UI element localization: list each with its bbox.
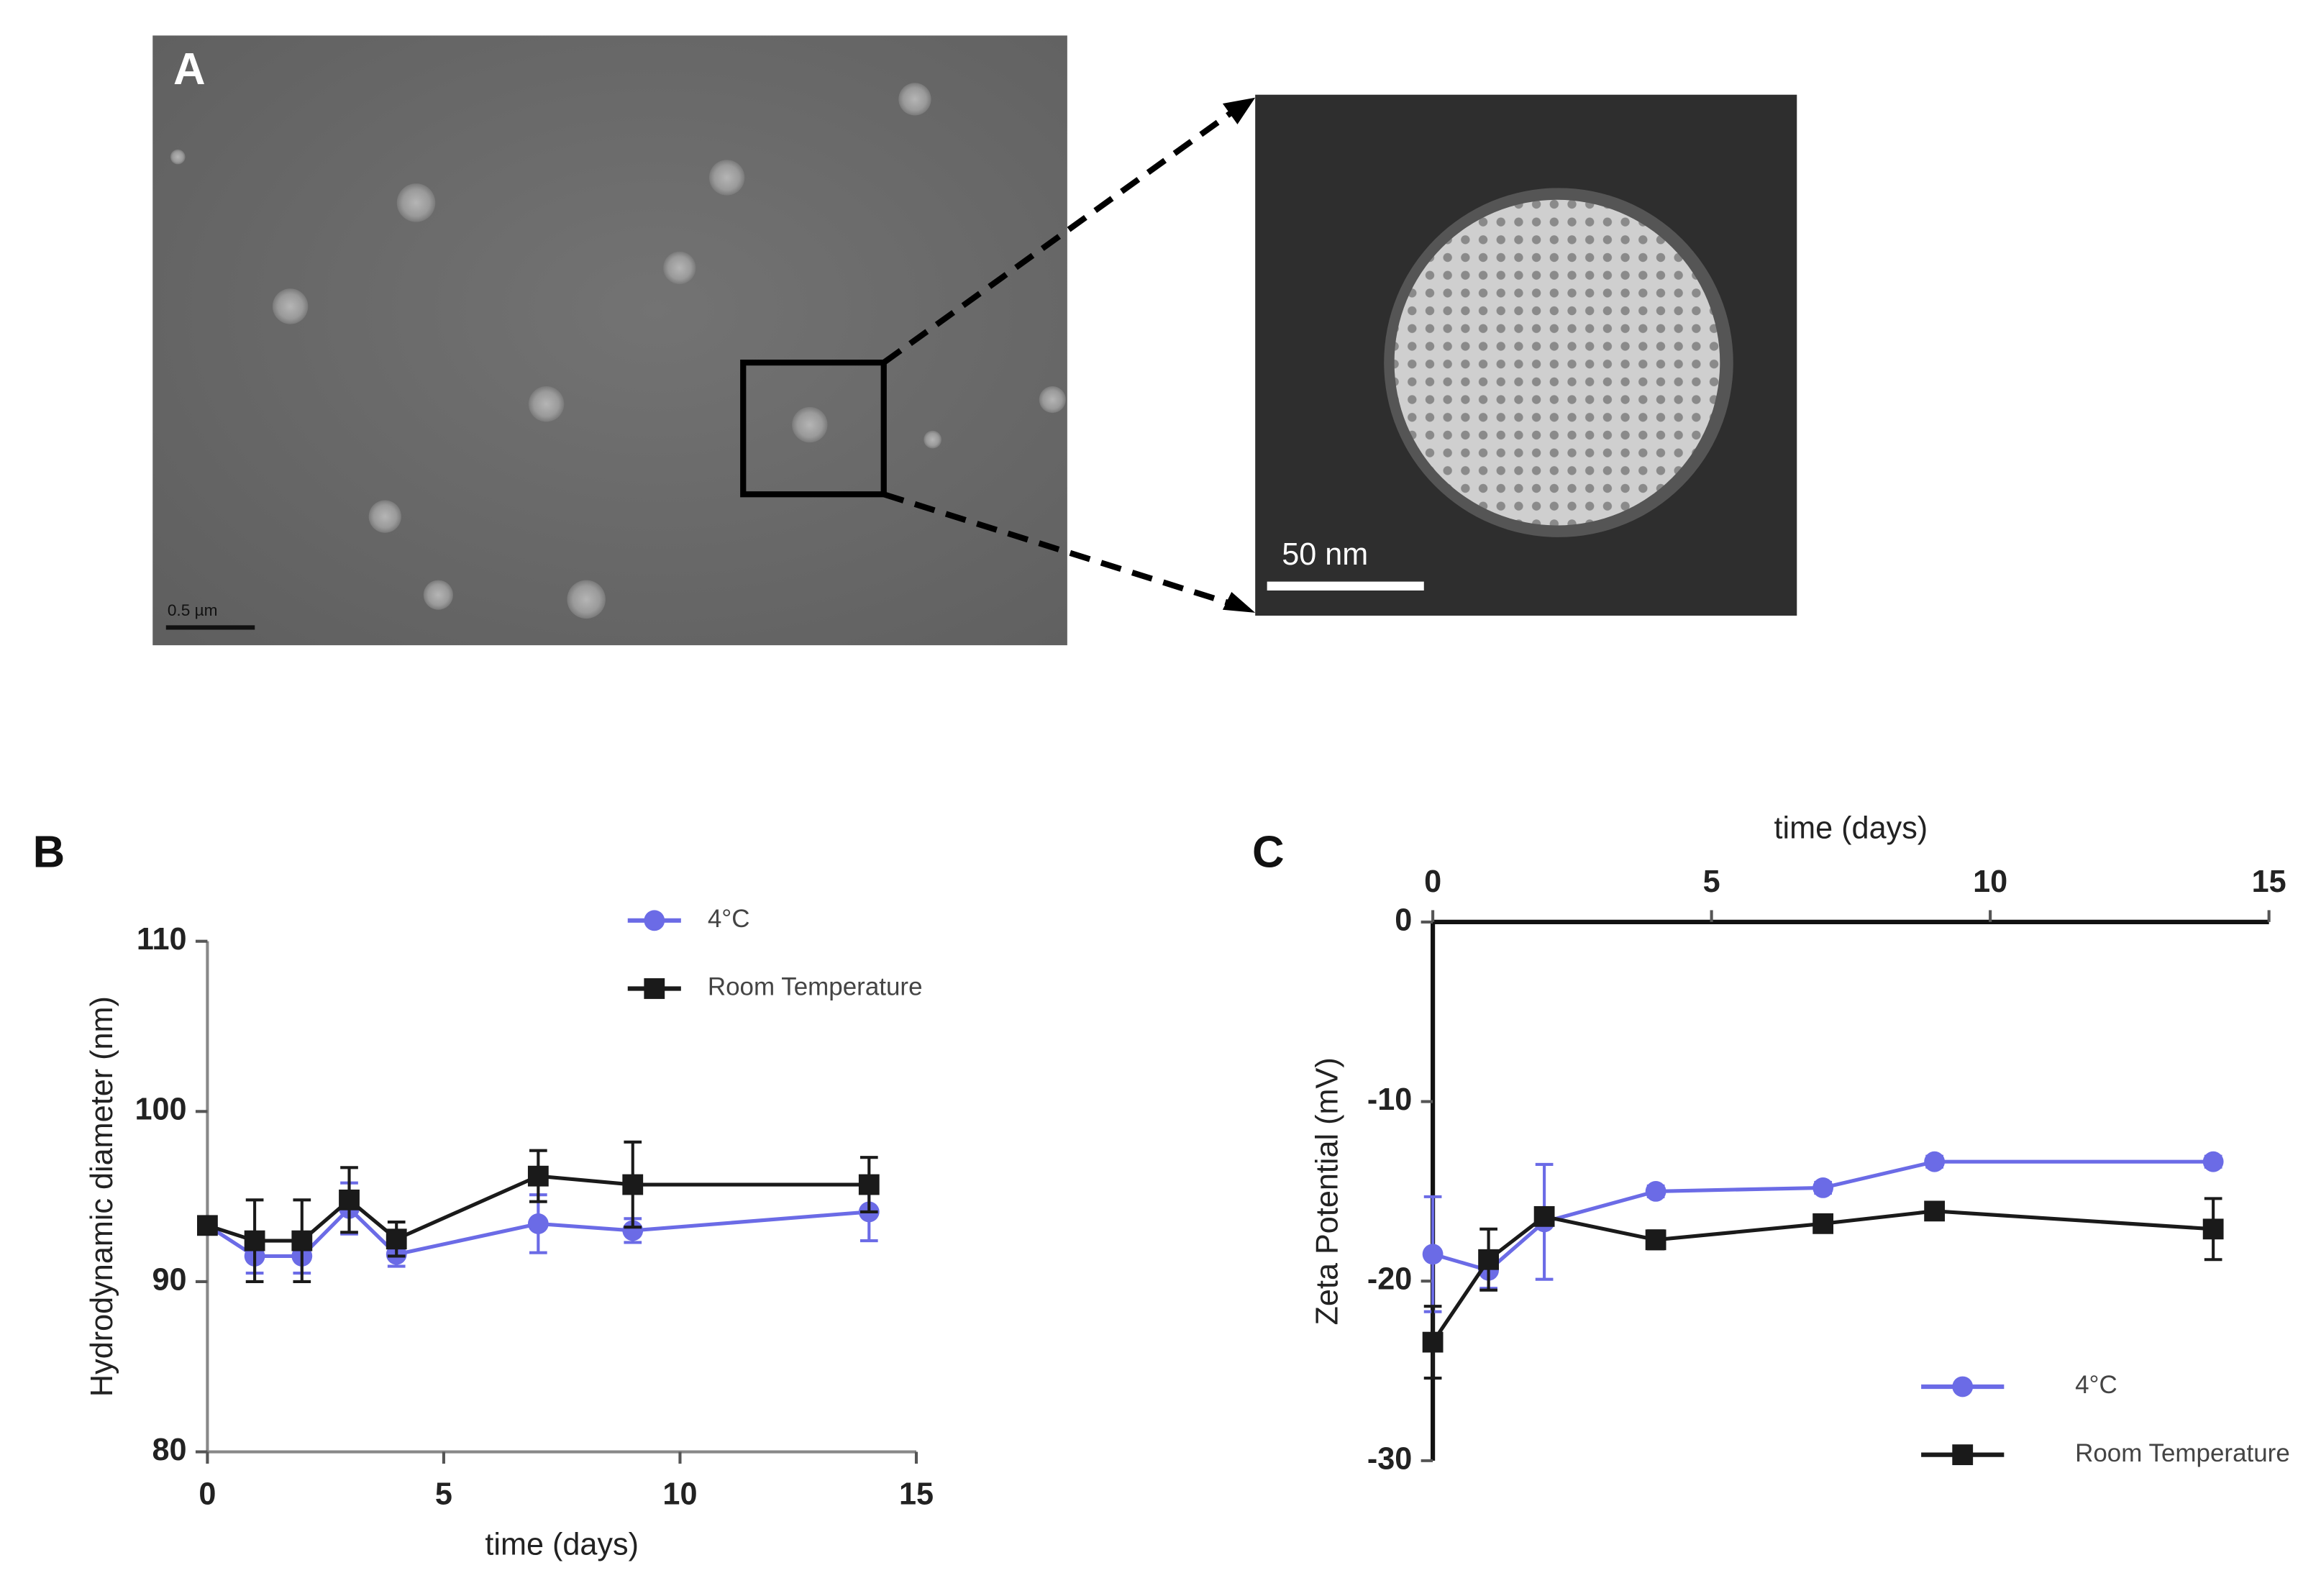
y-tick-label: 80: [152, 1433, 187, 1467]
particles: [170, 83, 1066, 619]
arrow-head: [1222, 97, 1256, 124]
marker: [2202, 1151, 2224, 1172]
legend-marker: [1952, 1376, 1974, 1397]
legend-label: 4°C: [708, 905, 750, 933]
marker: [1812, 1213, 1834, 1234]
legend-label: 4°C: [2075, 1371, 2117, 1399]
panel-label: A: [173, 45, 206, 94]
x-axis-label: time (days): [485, 1528, 639, 1562]
marker: [291, 1230, 313, 1251]
scale-bar-label: 0.5 µm: [168, 601, 218, 619]
marker: [622, 1174, 644, 1195]
y-tick-label: -30: [1367, 1441, 1412, 1476]
y-axis-label: Zeta Potential (mV): [1310, 1057, 1344, 1325]
marker: [1924, 1151, 1946, 1172]
marker: [196, 1215, 218, 1236]
marker: [1645, 1180, 1666, 1202]
y-tick-label: 110: [137, 922, 187, 957]
marker: [1422, 1244, 1444, 1265]
x-tick-label: 0: [1424, 865, 1441, 899]
legend-marker: [1952, 1444, 1974, 1466]
marker: [858, 1174, 880, 1195]
legend-marker: [644, 910, 665, 931]
x-tick-label: 5: [435, 1477, 452, 1512]
marker: [1422, 1331, 1444, 1353]
micrograph: [152, 35, 1067, 646]
marker: [339, 1189, 360, 1210]
particle: [1394, 199, 1720, 526]
marker: [386, 1228, 407, 1250]
panel-label: B: [33, 828, 65, 877]
marker: [622, 1220, 644, 1241]
scale-bar-label: 50 nm: [1282, 537, 1368, 572]
y-tick-label: -10: [1367, 1082, 1412, 1117]
legend-marker: [644, 978, 665, 999]
y-axis-label: Hydrodynamic diameter (nm): [85, 996, 119, 1397]
zoom-box: [740, 360, 887, 498]
marker: [2202, 1218, 2224, 1240]
x-tick-label: 5: [1703, 865, 1720, 899]
marker: [1924, 1200, 1946, 1222]
marker: [1478, 1249, 1500, 1270]
marker: [1812, 1177, 1834, 1198]
x-tick-label: 10: [662, 1477, 697, 1512]
zoom-arrows: [882, 110, 1234, 607]
x-tick-label: 0: [199, 1477, 216, 1512]
marker: [527, 1165, 549, 1187]
x-tick-label: 10: [1973, 865, 2007, 899]
marker: [1533, 1205, 1555, 1227]
panel-label: C: [1252, 828, 1285, 877]
y-tick-label: -20: [1367, 1262, 1412, 1297]
x-axis-label: time (days): [1774, 811, 1928, 846]
legend-label: Room Temperature: [2075, 1439, 2290, 1467]
x-tick-label: 15: [899, 1477, 934, 1512]
legend-label: Room Temperature: [708, 973, 923, 1001]
marker: [244, 1230, 265, 1251]
marker: [1645, 1229, 1666, 1251]
y-tick-label: 90: [152, 1262, 187, 1297]
x-tick-label: 15: [2252, 865, 2286, 899]
arrow-head: [1222, 592, 1256, 613]
y-tick-label: 100: [134, 1093, 186, 1127]
y-tick-label: 0: [1395, 903, 1412, 937]
marker: [527, 1213, 549, 1234]
